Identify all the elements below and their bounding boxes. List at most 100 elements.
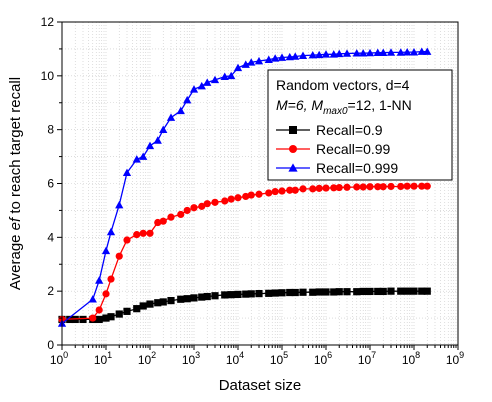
data-point	[242, 290, 250, 298]
data-point	[321, 50, 331, 58]
x-tick-exponent: 2	[151, 350, 156, 360]
data-point	[107, 313, 115, 321]
data-point	[254, 56, 264, 65]
x-axis-title: Dataset size	[219, 377, 302, 394]
legend-item: Recall=0.999	[276, 160, 398, 176]
data-point	[308, 50, 317, 59]
x-tick-exponent: 7	[371, 350, 376, 360]
data-point	[335, 288, 343, 296]
legend-title-part: M	[311, 97, 323, 113]
legend-title-line2: M=6, Mmax0=12, 1-NN	[276, 97, 412, 117]
legend-label: Recall=0.999	[316, 160, 398, 176]
data-point	[277, 53, 287, 61]
y-tick-label: 4	[47, 230, 54, 244]
data-point	[423, 182, 431, 190]
data-point	[366, 287, 374, 296]
data-point	[101, 246, 111, 255]
data-point	[353, 183, 361, 191]
data-point	[410, 287, 418, 295]
data-point	[166, 113, 176, 121]
data-point	[211, 198, 219, 206]
data-point	[278, 289, 286, 297]
data-point	[247, 290, 255, 298]
data-point	[203, 200, 211, 208]
data-point	[234, 194, 242, 202]
data-point	[343, 183, 351, 191]
x-tick-label: 101	[94, 350, 112, 367]
data-point	[190, 294, 198, 302]
data-point	[418, 182, 426, 190]
data-point	[139, 302, 147, 310]
y-axis-title-part: to reach target recall	[7, 77, 24, 218]
y-axis-title-part: ef	[7, 216, 24, 230]
data-point	[167, 213, 175, 221]
data-point	[379, 183, 387, 191]
data-point	[285, 52, 294, 61]
data-point	[387, 287, 395, 295]
data-point	[379, 287, 387, 296]
legend-item: Recall=0.99	[276, 141, 391, 157]
legend-title-line1: Random vectors, d=4	[276, 77, 410, 93]
x-tick-exponent: 9	[459, 350, 464, 360]
data-point	[264, 55, 273, 63]
data-point	[315, 288, 323, 296]
data-point	[115, 252, 123, 260]
legend-title-part: M=6,	[276, 97, 311, 113]
legend-title-part: =12, 1-NN	[348, 97, 412, 113]
data-point	[309, 185, 317, 193]
data-point	[397, 287, 405, 295]
data-point	[353, 288, 361, 296]
data-point	[299, 288, 307, 296]
data-point	[123, 236, 131, 244]
data-point	[154, 218, 162, 227]
data-point	[403, 182, 411, 190]
data-point	[330, 288, 338, 296]
data-point	[335, 49, 344, 58]
data-point	[132, 155, 141, 163]
data-point	[227, 195, 235, 203]
x-tick-label: 100	[50, 350, 68, 367]
data-point	[79, 315, 87, 324]
data-point	[210, 75, 220, 84]
data-point	[123, 307, 131, 315]
data-point	[423, 47, 432, 55]
data-point	[366, 183, 374, 191]
data-point	[343, 288, 351, 296]
data-point	[183, 95, 192, 104]
x-tick-exponent: 1	[107, 350, 112, 360]
data-point	[227, 71, 236, 80]
data-point	[177, 295, 185, 303]
data-point	[342, 49, 352, 57]
data-point	[198, 293, 206, 301]
data-point	[322, 288, 330, 296]
x-tick-exponent: 8	[415, 350, 420, 360]
data-point	[265, 189, 273, 197]
data-point	[265, 289, 273, 297]
data-point	[386, 48, 396, 56]
data-point	[203, 292, 211, 301]
legend-item: Recall=0.9	[276, 122, 383, 138]
data-point	[374, 287, 382, 296]
data-point	[373, 48, 382, 56]
data-point	[329, 50, 338, 58]
data-point	[247, 58, 256, 66]
data-point	[221, 197, 229, 205]
data-point	[241, 60, 250, 68]
data-point	[291, 186, 299, 194]
data-point	[176, 106, 185, 115]
x-tick-exponent: 5	[283, 350, 288, 360]
data-point	[291, 288, 299, 297]
y-axis-title: Average ef to reach target recall	[7, 77, 24, 290]
data-point	[146, 300, 154, 308]
data-point	[133, 305, 141, 313]
x-tick-label: 105	[270, 350, 288, 367]
data-point	[255, 289, 263, 298]
y-tick-label: 6	[47, 177, 54, 191]
data-point	[95, 276, 104, 284]
data-point	[379, 48, 388, 56]
x-tick-label: 103	[182, 350, 200, 367]
data-point	[418, 287, 426, 295]
data-point	[198, 202, 206, 210]
data-point	[183, 206, 191, 215]
